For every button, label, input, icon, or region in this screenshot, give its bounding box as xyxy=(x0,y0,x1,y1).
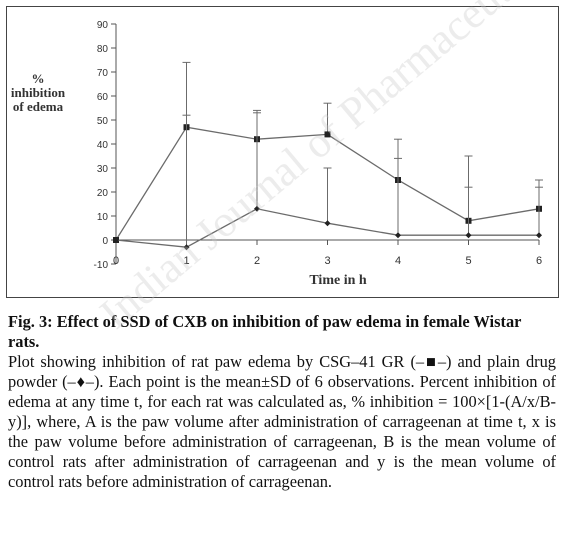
x-tick-label: 0 xyxy=(113,255,119,267)
series-area xyxy=(113,61,543,251)
caption-title: Fig. 3: Effect of SSD of CXB on inhibiti… xyxy=(8,312,522,351)
y-tick-label: 90 xyxy=(97,20,109,31)
y-tick-label: 40 xyxy=(97,140,109,151)
data-point xyxy=(324,131,331,138)
x-tick-label: 6 xyxy=(536,255,542,267)
y-tick-label: 10 xyxy=(97,212,109,223)
data-point xyxy=(536,232,542,239)
x-axis-label: Time in h xyxy=(309,273,367,288)
y-tick-label: -10 xyxy=(94,260,109,271)
y-tick-label: 60 xyxy=(97,92,109,103)
series-diamond xyxy=(113,112,543,251)
y-axis-label: % inhibition of edema xyxy=(10,72,66,114)
x-tick-label: 3 xyxy=(324,255,330,267)
y-tick-label: 20 xyxy=(97,188,109,199)
data-point xyxy=(465,232,472,239)
x-tick-label: 1 xyxy=(183,255,189,267)
y-axis-label-line-3: of edema xyxy=(12,99,64,114)
y-tick-label: 80 xyxy=(97,44,109,55)
x-tick-label: 5 xyxy=(465,255,471,267)
data-point xyxy=(254,205,260,212)
y-tick-label: 30 xyxy=(97,164,109,175)
y-axis-label-line-1: % xyxy=(31,71,45,86)
data-point xyxy=(324,220,331,227)
x-axis: 0 1 2 3 4 5 6 xyxy=(113,239,542,267)
x-tick-label: 4 xyxy=(395,255,401,267)
chart: -10 0 10 20 30 40 50 60 70 80 90 0 1 2 3 4 5 6 Time in h xyxy=(94,20,543,288)
y-tick-label: 70 xyxy=(97,68,109,79)
y-axis: -10 0 10 20 30 40 50 60 70 80 90 xyxy=(94,20,117,271)
figure-caption: Fig. 3: Effect of SSD of CXB on inhibiti… xyxy=(8,312,556,492)
data-point xyxy=(113,237,119,243)
x-tick-label: 2 xyxy=(254,255,260,267)
figure-frame xyxy=(6,6,559,298)
data-point xyxy=(183,244,190,251)
data-point xyxy=(395,232,401,239)
caption-body: Plot showing inhibition of rat paw edema… xyxy=(8,352,556,491)
y-axis-label-line-2: inhibition xyxy=(10,85,66,100)
y-tick-label: 0 xyxy=(102,236,108,247)
y-tick-label: 50 xyxy=(97,116,109,127)
